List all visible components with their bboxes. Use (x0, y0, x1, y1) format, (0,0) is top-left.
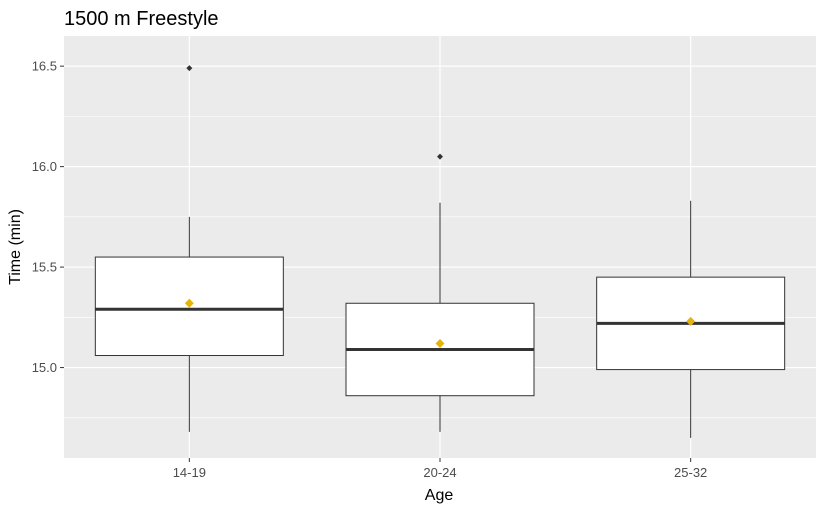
outlier-point (437, 153, 443, 160)
mean-marker (686, 316, 696, 326)
mean-marker (435, 338, 445, 348)
y-tick-label: 15.5 (32, 260, 57, 275)
outlier-point (186, 65, 193, 72)
box-group-14-19 (94, 65, 284, 432)
chart-title: 1500 m Freestyle (64, 8, 219, 30)
y-axis-title: Time (min) (7, 209, 24, 285)
box-group-20-24 (345, 153, 535, 432)
x-tick-label: 20-24 (423, 465, 456, 480)
box-group-25-32 (596, 200, 786, 438)
y-tick-label: 16.5 (32, 59, 57, 74)
box-plots (94, 65, 786, 438)
y-tick-label: 15.0 (32, 360, 57, 375)
y-tick-label: 16.0 (32, 159, 57, 174)
axes: 15.0 15.5 16.0 16.5 14-19 20-24 25-32 (32, 59, 708, 480)
mean-marker (184, 298, 194, 308)
x-tick-label: 14-19 (173, 465, 206, 480)
x-tick-label: 25-32 (674, 465, 707, 480)
x-axis-title: Age (425, 487, 454, 504)
